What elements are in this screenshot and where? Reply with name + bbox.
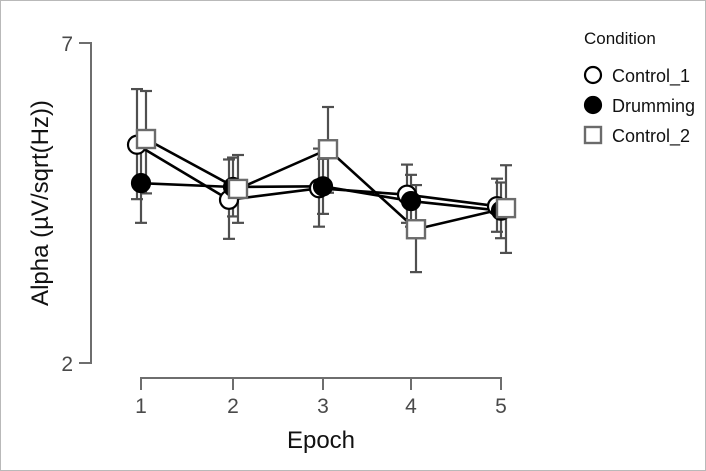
legend-entry-drumming[interactable]: Drumming: [583, 95, 695, 116]
data-point-filled-circle[interactable]: [400, 190, 422, 212]
data-point-open-square[interactable]: [495, 197, 517, 219]
filled-circle-icon: [583, 95, 603, 115]
y-axis: 7 2 Alpha (µV/sqrt(Hz)): [27, 33, 92, 376]
x-tick-label-2: 2: [227, 395, 239, 418]
open-square-icon: [583, 125, 603, 145]
markers-control_2: [135, 128, 517, 240]
data-point-open-square[interactable]: [227, 178, 249, 200]
legend-label-control-1: Control_1: [612, 66, 690, 87]
x-axis-title: Epoch: [287, 427, 355, 454]
x-tick-label-4: 4: [405, 395, 417, 418]
error-bars-control_1: [131, 87, 503, 240]
legend-label-drumming: Drumming: [612, 96, 695, 116]
data-point-filled-circle[interactable]: [312, 176, 334, 197]
legend: Condition Control_1 Drumming Control_2: [583, 29, 695, 147]
data-point-open-square[interactable]: [317, 139, 339, 160]
open-circle-icon: [583, 65, 603, 85]
y-axis-bracket: [79, 42, 92, 364]
x-tick-label-1: 1: [135, 395, 147, 418]
data-point-open-square[interactable]: [135, 128, 157, 150]
x-tick-label-5: 5: [495, 395, 507, 418]
x-tick-label-3: 3: [317, 395, 329, 418]
data-point-filled-circle[interactable]: [130, 173, 152, 194]
y-tick-label-bottom: 2: [61, 353, 73, 376]
legend-label-control-2: Control_2: [612, 126, 690, 147]
data-point-open-square[interactable]: [405, 219, 427, 240]
x-axis-bracket: [140, 377, 502, 390]
x-axis: 1 2 3 4 5 Epoch: [135, 377, 507, 454]
series-layer: [126, 87, 517, 274]
legend-entry-control-1[interactable]: Control_1: [583, 65, 690, 87]
y-tick-label-top: 7: [61, 33, 73, 56]
legend-title: Condition: [584, 29, 656, 48]
y-axis-title: Alpha (µV/sqrt(Hz)): [27, 100, 54, 306]
legend-entry-control-2[interactable]: Control_2: [583, 125, 690, 147]
